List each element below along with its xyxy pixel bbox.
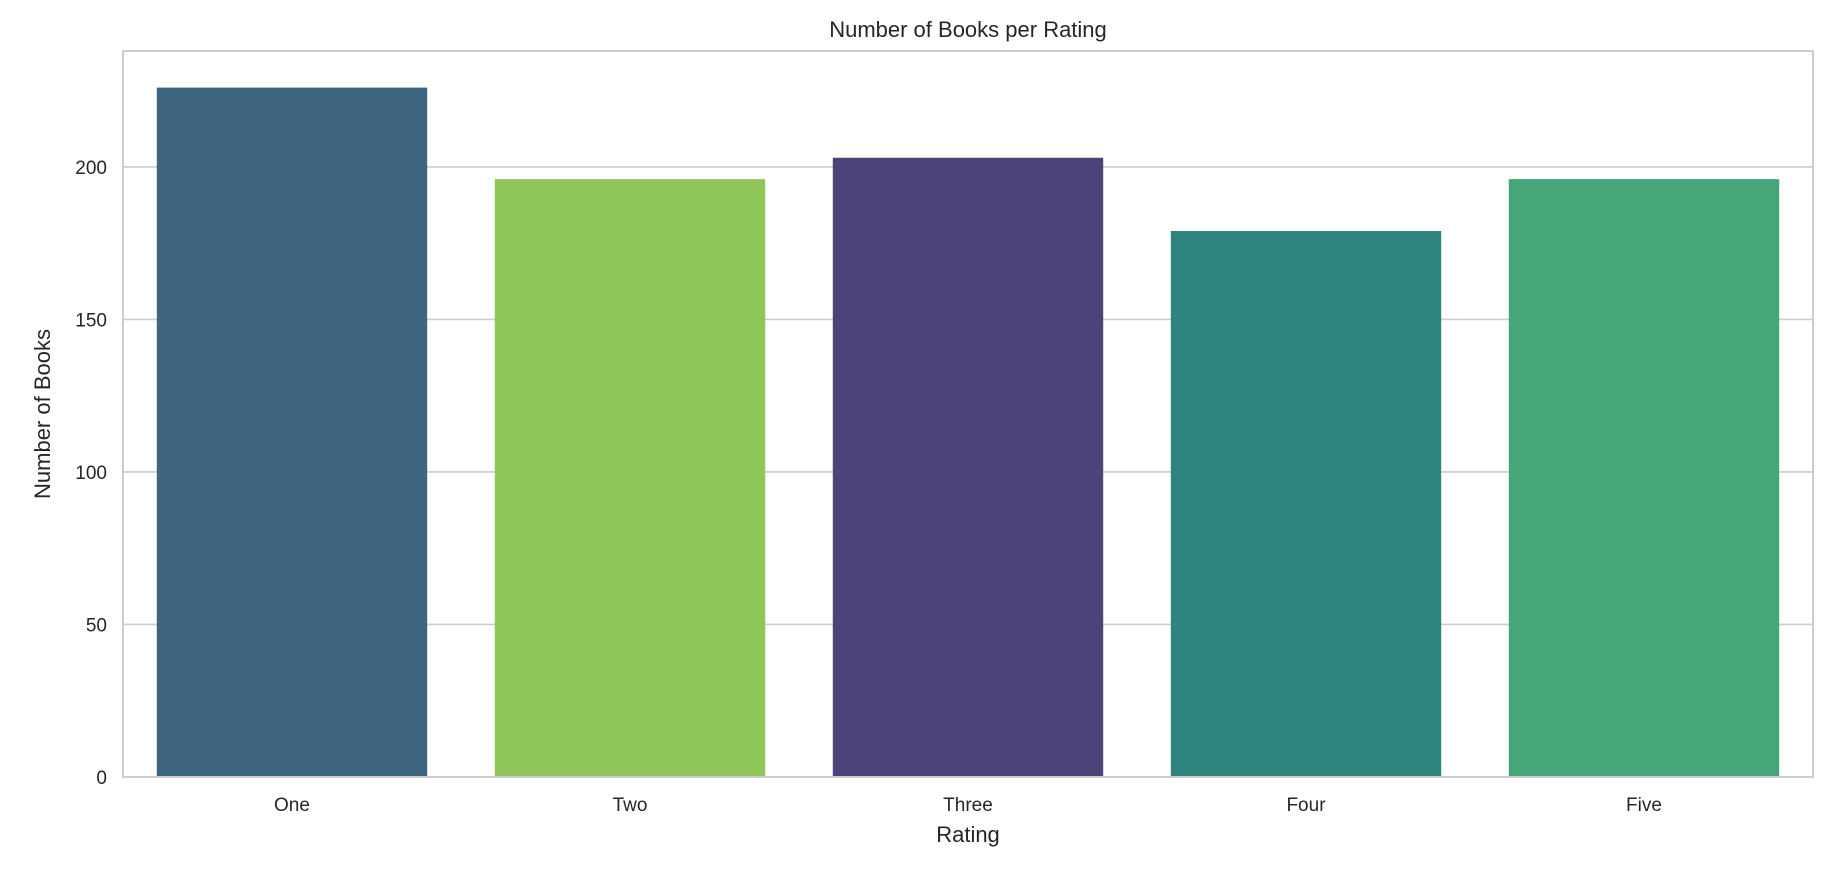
y-tick-label: 100 xyxy=(75,463,107,484)
x-axis-ticks: One Two Three Four Five xyxy=(274,795,1662,816)
bar-one xyxy=(156,87,428,777)
y-tick-label: 150 xyxy=(75,310,107,331)
plot-frame xyxy=(122,50,1814,778)
bar-five xyxy=(1508,179,1780,777)
x-axis-label: Rating xyxy=(936,822,1000,847)
y-tick-label: 50 xyxy=(86,615,107,636)
bar-four xyxy=(1170,230,1442,777)
bar-two xyxy=(494,179,766,777)
x-tick-label: One xyxy=(274,795,310,816)
x-tick-label: Five xyxy=(1626,795,1662,816)
bar-three xyxy=(832,157,1104,777)
x-tick-label: Two xyxy=(613,795,648,816)
y-axis-ticks: 0 50 100 150 200 xyxy=(75,158,107,789)
x-tick-label: Three xyxy=(943,795,993,816)
chart-title: Number of Books per Rating xyxy=(829,17,1107,42)
y-tick-label: 200 xyxy=(75,158,107,179)
y-tick-label: 0 xyxy=(96,768,107,789)
y-axis-label: Number of Books xyxy=(30,329,55,499)
x-tick-label: Four xyxy=(1286,795,1326,816)
bars xyxy=(156,87,1780,777)
